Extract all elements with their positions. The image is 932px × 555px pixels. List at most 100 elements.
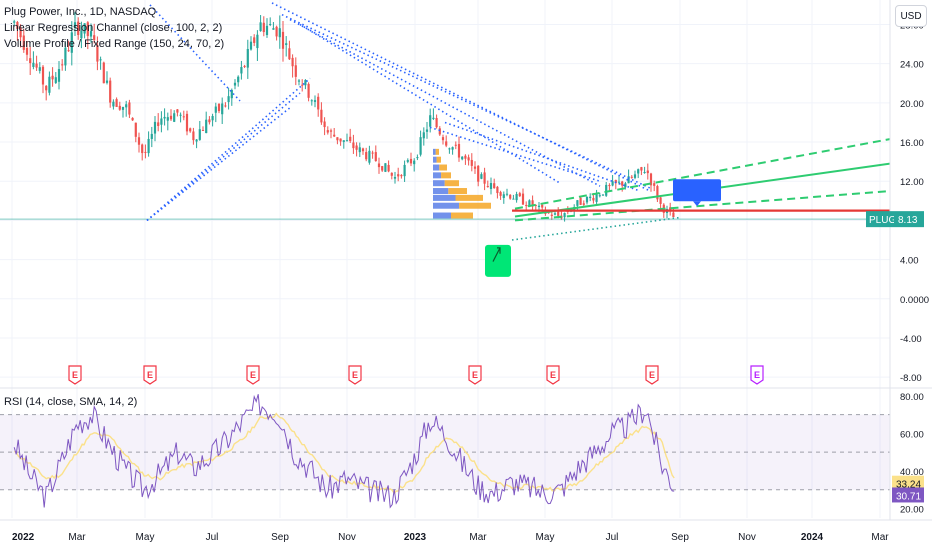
candle — [99, 56, 102, 70]
earnings-marker[interactable]: E — [143, 365, 157, 385]
earnings-marker[interactable]: E — [68, 365, 82, 385]
trendline-dotted[interactable] — [281, 13, 651, 189]
candle — [349, 128, 352, 144]
candle — [265, 18, 269, 38]
candle-body — [304, 80, 307, 86]
candle — [326, 126, 329, 135]
candle-body — [192, 131, 195, 141]
candle — [48, 71, 51, 96]
regression-lower[interactable] — [514, 190, 891, 222]
candle-body — [291, 57, 294, 67]
earnings-marker[interactable]: E — [246, 365, 260, 385]
candle — [633, 170, 637, 180]
earnings-marker[interactable]: E — [750, 365, 764, 385]
candle-body — [624, 183, 627, 188]
regression-upper[interactable] — [514, 138, 891, 210]
candle — [73, 12, 77, 37]
candle — [89, 23, 93, 43]
earnings-letter: E — [754, 370, 760, 380]
candle — [93, 23, 96, 44]
candle-body — [246, 48, 249, 68]
candle-body — [377, 163, 381, 168]
candle — [467, 154, 470, 166]
trendline-dotted[interactable] — [299, 23, 561, 184]
candle-body — [419, 137, 422, 155]
candle — [451, 146, 454, 155]
candle-body — [461, 156, 464, 160]
candle-body — [230, 89, 233, 99]
candle — [224, 102, 227, 108]
volume-profile-bar-up — [433, 202, 460, 209]
candle-body — [390, 172, 393, 176]
earnings-marker[interactable]: E — [645, 365, 659, 385]
candle — [493, 178, 496, 189]
candle — [441, 134, 445, 145]
green-callout-box[interactable] — [485, 244, 511, 277]
trendline-dotted-support[interactable] — [511, 216, 681, 241]
candle — [153, 116, 157, 142]
blue-callout-box[interactable] — [673, 179, 721, 202]
candle — [406, 158, 409, 164]
candle — [464, 154, 467, 165]
candle — [582, 200, 585, 207]
price-tick-label: -4.00 — [900, 334, 922, 345]
last-price-tag[interactable]: PLUG 8.13 — [866, 211, 924, 228]
candle — [585, 196, 589, 205]
trendline-dotted[interactable] — [429, 126, 601, 182]
candle-body — [637, 169, 640, 174]
indicator-volume-profile[interactable]: Volume Profile / Fixed Range (150, 24, 7… — [4, 38, 225, 50]
candle-body — [592, 197, 595, 201]
candle — [502, 191, 505, 204]
candle-body — [429, 115, 432, 127]
candle — [422, 127, 425, 146]
earnings-marker[interactable]: E — [468, 365, 482, 385]
trendline-dotted[interactable] — [149, 4, 241, 102]
candle-body — [137, 137, 141, 145]
candle-body — [141, 144, 144, 154]
trendline-dotted[interactable] — [146, 107, 291, 222]
volume-profile-bar-up — [433, 180, 445, 187]
candle-body — [649, 173, 653, 186]
candle-body — [329, 130, 333, 132]
trendline-dotted[interactable] — [271, 2, 651, 192]
volume-profile-bar-down — [444, 180, 459, 187]
candle-body — [627, 176, 630, 184]
candle-body — [409, 158, 413, 164]
volume-profile-bar-up — [433, 164, 440, 171]
candle — [336, 137, 339, 145]
candle-body — [326, 130, 329, 133]
candle-body — [659, 197, 662, 204]
earnings-marker[interactable]: E — [546, 365, 560, 385]
candle — [409, 152, 413, 167]
candle — [605, 181, 608, 197]
earnings-marker[interactable]: E — [348, 365, 362, 385]
candle — [144, 144, 147, 159]
candle — [237, 75, 240, 87]
candle-body — [435, 118, 438, 128]
indicator-linear-regression[interactable]: Linear Regression Channel (close, 100, 2… — [4, 22, 223, 34]
candle-body — [51, 75, 54, 80]
rsi-value-tag: 30.71 — [892, 487, 924, 503]
candle — [384, 163, 387, 173]
candle — [22, 29, 25, 53]
trendline-dotted[interactable] — [146, 77, 311, 222]
candle — [275, 25, 278, 41]
candle-body — [208, 119, 211, 123]
rsi-line — [13, 394, 675, 509]
candle-body — [451, 147, 454, 150]
candle-body — [467, 157, 470, 161]
candle-body — [486, 186, 489, 188]
candle-body — [515, 194, 518, 201]
candle — [595, 189, 598, 206]
candle-body — [301, 84, 304, 86]
candle-body — [67, 50, 70, 52]
trendline-dotted[interactable] — [444, 121, 641, 192]
candle-body — [598, 195, 601, 197]
blue-callout-tail — [693, 201, 701, 207]
candle — [371, 150, 374, 159]
candle — [611, 175, 614, 187]
trendline-dotted[interactable] — [146, 92, 301, 222]
currency-button[interactable]: USD — [895, 5, 927, 27]
volume-profile-bar-down — [448, 188, 467, 195]
candle-body — [387, 164, 390, 172]
